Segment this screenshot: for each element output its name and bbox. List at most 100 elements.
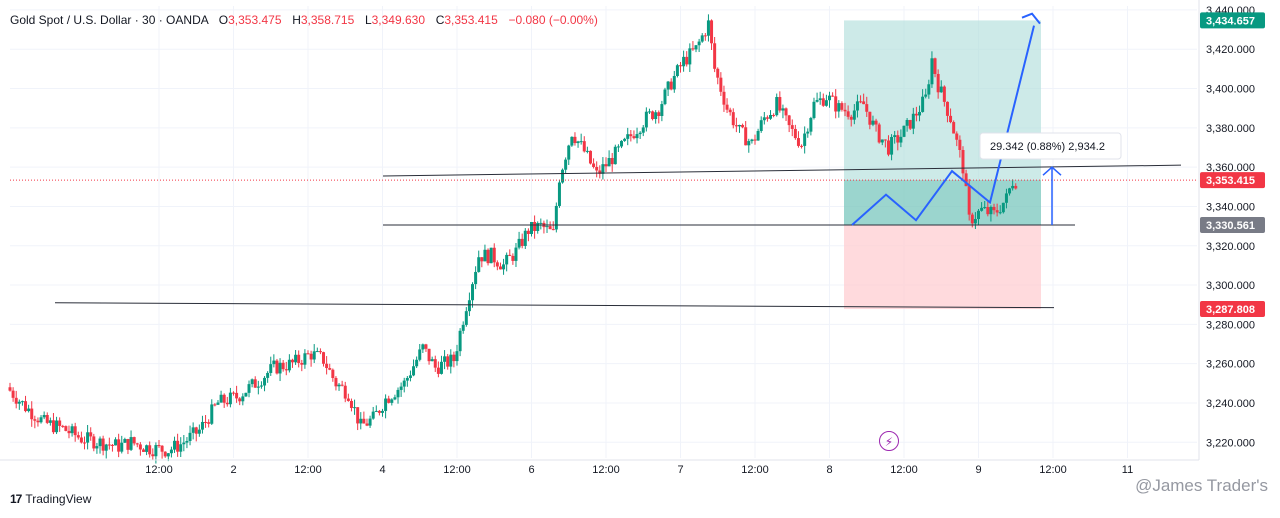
- candle-body: [315, 351, 319, 353]
- time-axis[interactable]: 12:00 2 12:00 4 12:00 6 12:00 7 12:00 8 12:00 9 12:0…: [0, 459, 1199, 476]
- candle-body: [39, 417, 43, 423]
- candle-body: [970, 214, 974, 224]
- candle-body: [275, 360, 279, 374]
- x-tick-label: 12:00: [294, 464, 322, 476]
- candle-body: [61, 425, 65, 427]
- x-tick-label: 12:00: [443, 464, 471, 476]
- candle-body: [772, 114, 776, 116]
- tradingview-brand[interactable]: 17 TradingView: [10, 492, 91, 506]
- high-value: 3,358.715: [300, 13, 355, 27]
- stop-zone: [844, 225, 1041, 310]
- projection-line: [851, 25, 1035, 226]
- candle-body: [20, 401, 24, 403]
- x-tick-label: 8: [826, 464, 832, 476]
- x-tick-label: 12:00: [592, 464, 620, 476]
- candle-body: [349, 400, 353, 408]
- candle-body: [533, 221, 537, 231]
- candle-body: [744, 127, 748, 146]
- candle-body: [284, 369, 288, 371]
- candle-body: [11, 390, 15, 398]
- candle-body: [129, 437, 133, 450]
- candle-body: [548, 226, 552, 230]
- candle-body: [120, 442, 124, 452]
- candle-body: [368, 418, 372, 426]
- price-axis[interactable]: 3,220.000 3,240.000 3,260.000 3,280.000 3,30…: [1198, 0, 1255, 460]
- candle-body: [1011, 185, 1015, 189]
- candle-body: [225, 402, 229, 405]
- candle-body: [55, 420, 59, 433]
- y-tick-label: 3,240.000: [1206, 398, 1255, 410]
- stop-price-tag-label: 3,287.808: [1206, 304, 1255, 316]
- last-price-tag-label: 3,353.415: [1206, 175, 1255, 187]
- candle-body: [616, 146, 620, 148]
- candle-body: [806, 131, 810, 134]
- candle-body: [921, 96, 925, 112]
- candle-body: [762, 117, 766, 121]
- projection-path: [851, 12, 1041, 226]
- candle-body: [24, 401, 28, 412]
- candle-body: [939, 86, 943, 93]
- candle-body: [933, 58, 937, 74]
- x-tick-label: 4: [379, 464, 385, 476]
- candle-body: [967, 186, 971, 215]
- x-tick-label: 7: [677, 464, 683, 476]
- measure-box: [979, 132, 1122, 160]
- candle-body: [318, 351, 322, 353]
- candle-body: [169, 449, 173, 454]
- candle-body: [632, 136, 636, 139]
- close-value: 3,353.415: [444, 13, 498, 27]
- candle-body: [36, 420, 40, 423]
- candle-body: [163, 451, 167, 457]
- brand-name: TradingView: [25, 492, 92, 506]
- candle-body: [846, 111, 850, 117]
- candle-body: [331, 369, 335, 379]
- candle-body: [855, 101, 859, 111]
- candle-body: [682, 56, 686, 67]
- candle-body: [98, 438, 102, 447]
- candle-body: [452, 354, 456, 362]
- candle-body: [936, 73, 940, 93]
- x-tick-label: 12:00: [1039, 464, 1067, 476]
- candle-body: [654, 112, 658, 120]
- candle-body: [604, 164, 608, 167]
- open-label: O: [218, 13, 229, 27]
- candle-body: [880, 139, 884, 143]
- candle-body: [107, 444, 111, 446]
- candle-body: [790, 125, 794, 129]
- resistance-line: [382, 164, 1182, 177]
- candle-body: [778, 97, 782, 111]
- open-value: 3,353.475: [228, 13, 282, 27]
- candle-body: [42, 414, 46, 418]
- candle-body: [173, 440, 177, 450]
- candle-body: [629, 134, 633, 137]
- candle-body: [17, 401, 21, 404]
- candle-body: [322, 352, 326, 364]
- candle-body: [765, 117, 769, 119]
- candle-body: [710, 20, 714, 44]
- price-tags: 3,434.657 3,353.415 3,330.561 3,287.808: [1200, 12, 1265, 318]
- candle-body: [374, 410, 378, 412]
- candle-body: [623, 138, 627, 141]
- candle-body: [598, 170, 602, 174]
- lightning-icon[interactable]: ⚡: [879, 431, 899, 451]
- candle-body: [821, 98, 825, 106]
- candle-body: [399, 386, 403, 390]
- candle-body: [272, 360, 276, 365]
- candle-body: [986, 207, 990, 215]
- candle-body: [582, 141, 586, 152]
- candle-body: [865, 104, 869, 112]
- candle-body: [905, 119, 909, 126]
- candle-body: [741, 124, 745, 128]
- candle-body: [334, 378, 338, 387]
- candle-body: [530, 221, 533, 234]
- candle-body: [672, 75, 676, 90]
- candle-body: [241, 396, 245, 402]
- y-tick-label: 3,280.000: [1206, 319, 1255, 331]
- candle-body: [489, 247, 493, 264]
- candle-body: [471, 284, 475, 301]
- candle-body: [964, 173, 968, 187]
- candle-body: [8, 387, 12, 391]
- candle-body: [601, 164, 605, 174]
